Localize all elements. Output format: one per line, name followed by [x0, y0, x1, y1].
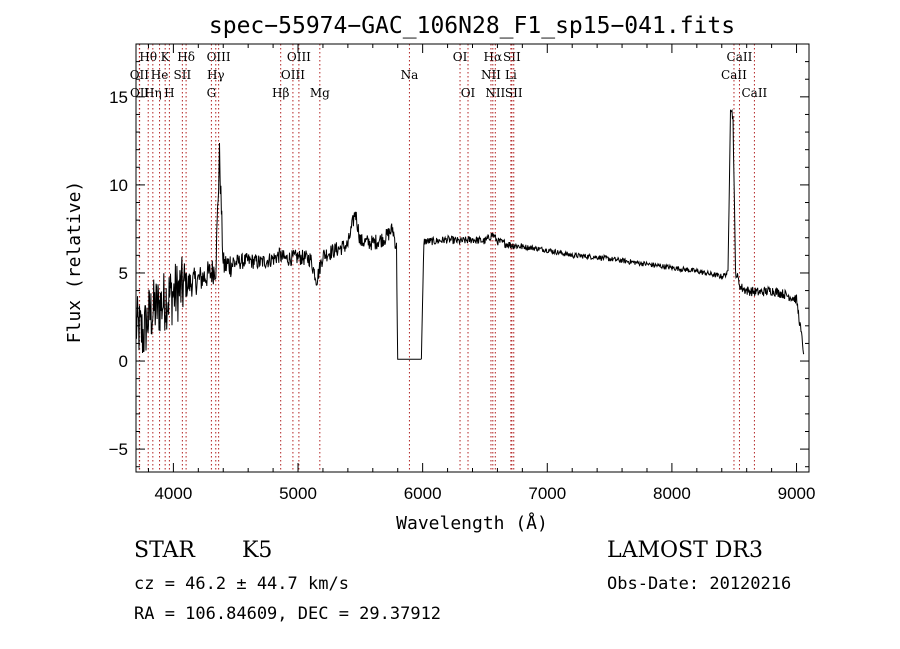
line-marker-label: Hγ: [207, 68, 225, 82]
object-class: STAR: [134, 538, 195, 563]
line-marker-label: CaII: [721, 68, 747, 82]
line-marker-label: Hθ: [139, 50, 157, 64]
line-marker-label: Mg: [310, 86, 330, 100]
spectrum-line: [135, 108, 805, 360]
y-tick-label: 5: [119, 264, 128, 283]
line-marker-label: He: [151, 68, 169, 82]
line-marker-label: H: [164, 86, 174, 100]
line-marker-label: Hη: [144, 86, 162, 100]
line-marker-label: CaII: [727, 50, 753, 64]
line-marker-label: OII: [130, 68, 150, 82]
plot-axes: 4000 5000 6000 7000 8000 9000 −5 0 5 10 15: [109, 43, 816, 503]
y-tick-label: 15: [109, 88, 128, 107]
line-marker-label: OIII: [207, 50, 231, 64]
line-marker-label: OIII: [287, 50, 311, 64]
line-marker-label: OI: [453, 50, 468, 64]
line-marker-label: Hα: [484, 50, 503, 64]
line-marker-label: NII: [481, 68, 501, 82]
x-tick-label: 4000: [154, 484, 192, 503]
line-marker-label: OIII: [281, 68, 305, 82]
x-tick-label: 5000: [279, 484, 317, 503]
line-marker-label: Na: [401, 68, 419, 82]
y-tick-label: −5: [109, 440, 128, 459]
y-axis-label: Flux (relative): [64, 181, 85, 344]
line-marker-label: SII: [174, 68, 192, 82]
line-marker-label: SII: [505, 86, 523, 100]
line-marker-label: OI: [461, 86, 476, 100]
x-axis-label: Wavelength (Å): [396, 512, 548, 534]
survey-name: LAMOST DR3: [607, 538, 763, 563]
line-marker-label: G: [207, 86, 217, 100]
x-tick-label: 8000: [653, 484, 691, 503]
y-tick-label: 0: [119, 352, 128, 371]
line-marker-label: CaII: [741, 86, 767, 100]
line-marker-label: NII: [485, 86, 505, 100]
redshift-readout: cz = 46.2 ± 44.7 km/s: [134, 574, 349, 594]
line-marker-label: Hδ: [177, 50, 195, 64]
x-tick-label: 6000: [404, 484, 442, 503]
coordinates-readout: RA = 106.84609, DEC = 29.37912: [134, 604, 442, 624]
x-tick-label: 7000: [528, 484, 566, 503]
obs-date: Obs-Date: 20120216: [607, 574, 792, 594]
line-marker-label: Hβ: [272, 86, 289, 100]
x-tick-label: 9000: [778, 484, 816, 503]
line-marker-label: K: [161, 50, 171, 64]
y-tick-label: 10: [109, 176, 128, 195]
chart-title: spec−55974−GAC_106N28_F1_sp15−041.fits: [209, 13, 735, 39]
line-marker-label: SII: [503, 50, 521, 64]
line-marker-label: Li: [505, 68, 517, 82]
object-subclass: K5: [242, 538, 273, 563]
spectrum-series: [135, 108, 805, 360]
